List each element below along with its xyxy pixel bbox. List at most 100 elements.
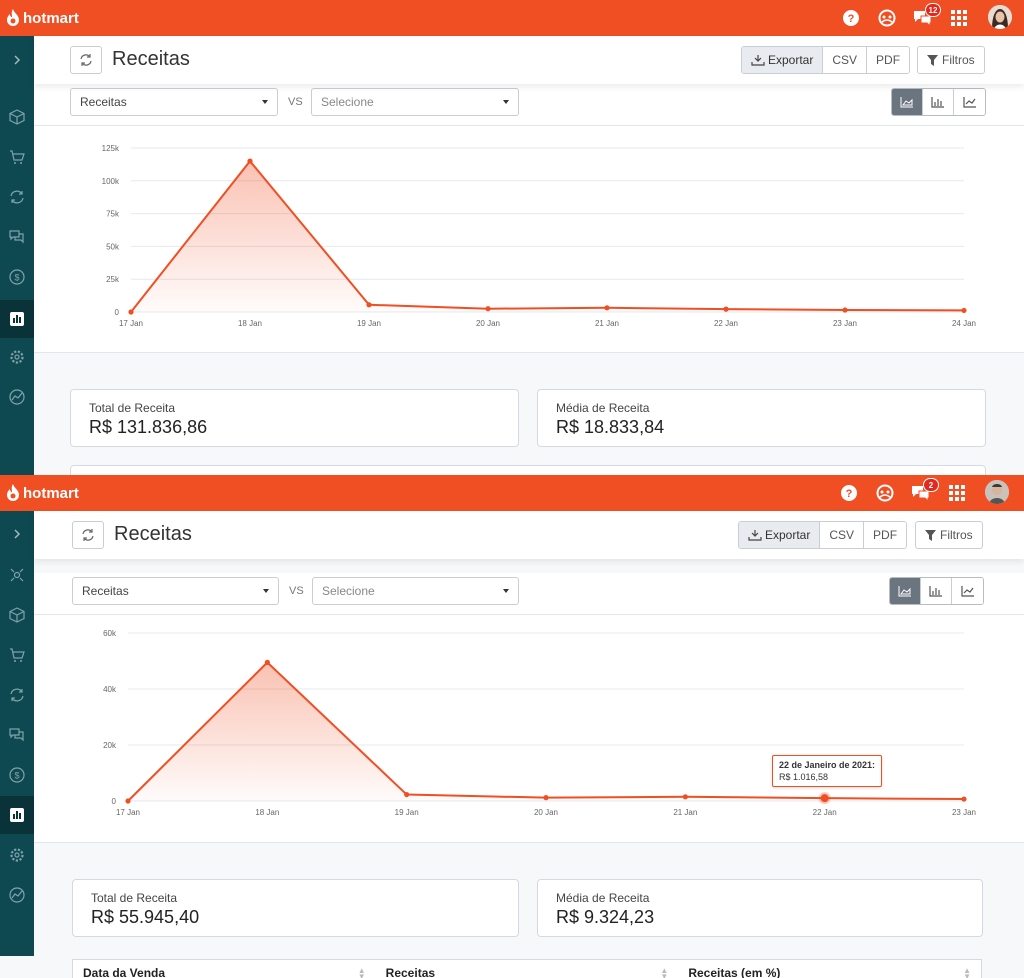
filters-button[interactable]: Filtros — [915, 521, 983, 549]
total-revenue-value: R$ 55.945,40 — [91, 907, 200, 927]
sidebar-item-products[interactable] — [0, 596, 34, 634]
chart-icon — [10, 312, 24, 326]
x-tick-label: 20 Jan — [534, 808, 558, 817]
sidebar-item-recurrences[interactable] — [0, 676, 34, 714]
data-point[interactable] — [961, 796, 967, 802]
sidebar-item-settings[interactable] — [0, 836, 34, 874]
sidebar-item-sales[interactable] — [0, 138, 34, 176]
column-header-revenue-percent[interactable]: Receitas (em %) ▲ ▼ — [688, 966, 972, 978]
compare-select[interactable]: Selecione — [312, 577, 519, 605]
help-icon[interactable]: ? — [839, 483, 859, 503]
chart-controls: Receitas VS Selecione — [34, 84, 1024, 126]
sidebar-item-messages[interactable] — [0, 716, 34, 754]
data-point[interactable] — [842, 307, 848, 313]
data-point[interactable] — [366, 302, 372, 308]
column-header-revenue[interactable]: Receitas ▲ ▼ — [385, 966, 669, 978]
compare-select[interactable]: Selecione — [311, 88, 519, 116]
export-button[interactable]: Exportar — [742, 47, 824, 73]
sidebar-item-recurrences[interactable] — [0, 178, 34, 216]
y-tick-label: 0 — [115, 308, 120, 317]
sidebar-item-finance[interactable]: $ — [0, 756, 34, 794]
area-chart-view-button[interactable] — [892, 89, 923, 115]
sidebar-item-messages[interactable] — [0, 218, 34, 256]
chat-icon[interactable]: 2 — [911, 478, 939, 503]
data-point[interactable] — [604, 305, 610, 311]
revenue-area-chart: 0 20k 40k 60k 17 Jan 18 Jan 19 Jan 20 Jan 21 Jan… — [103, 629, 976, 817]
pdf-button[interactable]: PDF — [864, 522, 907, 548]
sidebar-item-analytics[interactable] — [0, 876, 34, 914]
line-chart-view-button[interactable] — [952, 578, 983, 604]
expand-sidebar-button[interactable] — [0, 41, 34, 79]
sidebar-item-reports[interactable] — [0, 300, 34, 338]
line-chart-view-button[interactable] — [954, 89, 985, 115]
chart-type-toggle — [891, 88, 986, 116]
top-navigation-bar: hotmart ? 2 — [0, 475, 1024, 511]
sidebar-item-settings[interactable] — [0, 338, 34, 376]
sidebar-item-reports[interactable] — [0, 796, 34, 834]
caret-down-icon — [262, 100, 268, 104]
filter-icon — [927, 54, 938, 66]
x-tick-label: 22 Jan — [813, 808, 837, 817]
sidebar-item-sales[interactable] — [0, 636, 34, 674]
sidebar: $ — [0, 511, 34, 956]
data-point[interactable] — [723, 306, 729, 312]
caret-down-icon — [503, 589, 509, 593]
metric-select[interactable]: Receitas — [70, 88, 278, 116]
data-point[interactable] — [820, 794, 829, 803]
average-revenue-value: R$ 9.324,23 — [556, 907, 655, 927]
sidebar-item-products[interactable] — [0, 98, 34, 136]
data-point[interactable] — [485, 306, 491, 312]
bar-chart-view-button[interactable] — [923, 89, 954, 115]
csv-button[interactable]: CSV — [823, 47, 868, 73]
data-point[interactable] — [404, 791, 410, 798]
data-point[interactable] — [264, 659, 270, 665]
chart-tooltip: 22 de Janeiro de 2021: R$ 1.016,58 — [772, 755, 883, 787]
community-icon[interactable] — [875, 483, 895, 503]
analytics-icon — [9, 389, 25, 405]
top-navigation-bar: hotmart ? 12 — [0, 0, 1024, 36]
chat-icon[interactable]: 12 — [913, 3, 941, 28]
apps-grid-icon[interactable] — [949, 8, 969, 28]
help-icon[interactable]: ? — [841, 8, 861, 28]
data-point[interactable] — [128, 309, 134, 315]
flame-icon — [7, 9, 19, 26]
vs-label: VS — [288, 96, 303, 108]
x-tick-label: 18 Jan — [255, 808, 279, 817]
svg-text:?: ? — [846, 488, 853, 500]
y-tick-label: 125k — [102, 144, 120, 153]
revenue-chart-container: 0 20k 40k 60k 17 Jan 18 Jan 19 Jan 20 Jan 21 Jan… — [34, 615, 1024, 843]
average-revenue-card: Média de Receita R$ 9.324,23 — [537, 879, 983, 937]
expand-sidebar-button[interactable] — [0, 515, 34, 553]
data-point[interactable] — [961, 307, 967, 314]
sort-icon[interactable]: ▲ ▼ — [660, 966, 669, 978]
pdf-button[interactable]: PDF — [867, 47, 910, 73]
bar-chart-view-button[interactable] — [921, 578, 952, 604]
avatar[interactable] — [985, 480, 1009, 504]
hotmart-logo[interactable]: hotmart — [6, 7, 79, 29]
sidebar-item-affiliates[interactable] — [0, 556, 34, 594]
data-point[interactable] — [125, 798, 131, 804]
column-header-date[interactable]: Data da Venda ▲ ▼ — [83, 966, 366, 978]
y-tick-label: 60k — [103, 629, 117, 638]
average-revenue-card: Média de Receita R$ 18.833,84 — [537, 389, 986, 447]
data-point[interactable] — [247, 158, 253, 164]
refresh-button[interactable] — [72, 521, 104, 549]
x-tick-label: 20 Jan — [476, 319, 500, 328]
export-button[interactable]: Exportar — [739, 522, 821, 548]
refresh-button[interactable] — [70, 46, 102, 74]
sort-icon[interactable]: ▲ ▼ — [357, 966, 366, 978]
csv-button[interactable]: CSV — [820, 522, 865, 548]
filters-button[interactable]: Filtros — [917, 46, 985, 74]
sort-icon[interactable]: ▲ ▼ — [963, 966, 972, 978]
metric-select[interactable]: Receitas — [72, 577, 279, 605]
data-point[interactable] — [543, 795, 549, 801]
sidebar-item-analytics[interactable] — [0, 378, 34, 416]
sidebar-item-finance[interactable]: $ — [0, 258, 34, 296]
community-icon[interactable] — [877, 8, 897, 28]
export-button-group: Exportar CSV PDF — [738, 521, 908, 549]
hotmart-logo[interactable]: hotmart — [6, 482, 79, 504]
area-chart-view-button[interactable] — [890, 578, 921, 604]
data-point[interactable] — [682, 794, 688, 800]
avatar[interactable] — [988, 5, 1012, 29]
apps-grid-icon[interactable] — [947, 483, 967, 503]
